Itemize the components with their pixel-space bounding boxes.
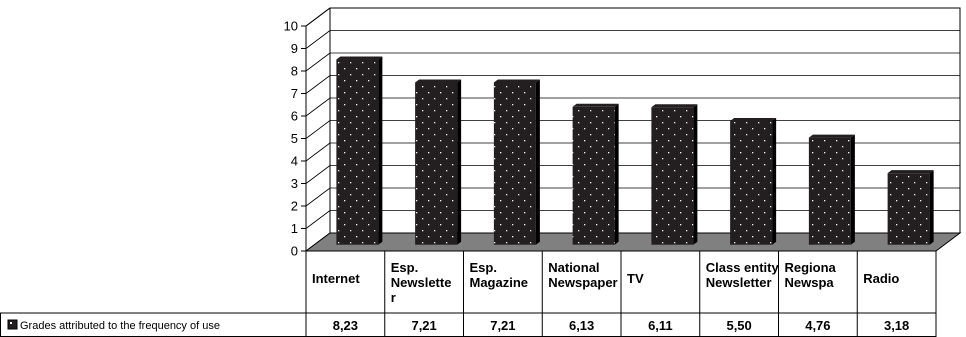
data-label: 7,21 bbox=[490, 318, 515, 333]
data-label: 5,50 bbox=[726, 318, 751, 333]
bar-side bbox=[850, 134, 855, 245]
side-gridline bbox=[305, 142, 331, 162]
legend-swatch bbox=[7, 319, 18, 330]
bar-top bbox=[651, 104, 698, 108]
y-tick-label: 2 bbox=[291, 199, 298, 214]
x-tick-label-line: r bbox=[391, 290, 396, 305]
bar-front bbox=[572, 106, 615, 245]
bar-front bbox=[415, 82, 458, 245]
x-tick-label: Class entity Newsletter bbox=[706, 260, 780, 290]
side-gridline bbox=[305, 97, 331, 117]
bar-top bbox=[730, 117, 777, 121]
bar-front bbox=[887, 173, 930, 245]
y-tick-label: 7 bbox=[291, 86, 298, 101]
bar bbox=[572, 103, 619, 245]
bar-top bbox=[887, 170, 934, 174]
bar-top bbox=[572, 103, 619, 107]
bar-side bbox=[614, 103, 619, 245]
x-tick-label-line: Newspa bbox=[785, 275, 835, 290]
bar bbox=[887, 170, 934, 245]
bar-top bbox=[808, 134, 855, 138]
x-tick-label-line: TV bbox=[627, 271, 644, 286]
data-label: 7,21 bbox=[411, 318, 436, 333]
bar-layer bbox=[336, 56, 934, 245]
x-tick-label: Esp. Magazine bbox=[470, 260, 529, 290]
x-tick-label: TV bbox=[627, 271, 644, 286]
data-label: 3,18 bbox=[884, 318, 909, 333]
data-label: 4,76 bbox=[805, 318, 830, 333]
legend-entry: Grades attributed to the frequency of us… bbox=[20, 320, 220, 332]
bar-side bbox=[929, 170, 934, 245]
bar-top bbox=[493, 79, 540, 83]
side-gridline bbox=[305, 52, 331, 72]
y-tick-label: 4 bbox=[291, 154, 298, 169]
x-tick-label: Radio bbox=[863, 271, 899, 286]
x-tick-label-line: Newslette bbox=[391, 275, 452, 290]
x-tick-label: National Newspaper bbox=[548, 260, 617, 290]
bar-side bbox=[772, 117, 777, 245]
side-gridline bbox=[305, 210, 331, 229]
x-tick-label-line: Regiona bbox=[785, 260, 837, 275]
y-tick-label: 1 bbox=[291, 221, 298, 236]
x-tick-label-line: Esp. bbox=[391, 260, 418, 275]
bar-top bbox=[336, 56, 383, 60]
side-gridline bbox=[305, 165, 331, 184]
x-tick-label-line: National bbox=[548, 260, 599, 275]
y-tick-label: 0 bbox=[291, 244, 298, 259]
x-tick-label-line: Class entity bbox=[706, 260, 780, 275]
bar-front bbox=[808, 137, 851, 245]
bar-top bbox=[415, 79, 462, 83]
bar bbox=[415, 79, 462, 245]
y-tick-label: 10 bbox=[284, 19, 298, 34]
x-tick-label-line: Radio bbox=[863, 271, 899, 286]
data-label: 8,23 bbox=[333, 318, 358, 333]
grid-layer bbox=[304, 7, 962, 252]
bar-side bbox=[457, 79, 462, 245]
side-wall-top-edge bbox=[305, 7, 331, 27]
bar bbox=[493, 79, 540, 245]
legend-swatch-dot bbox=[10, 322, 12, 324]
bar-front bbox=[493, 82, 536, 245]
bar bbox=[651, 104, 698, 245]
bar-side bbox=[378, 56, 383, 245]
x-tick-label-line: Esp. bbox=[470, 260, 497, 275]
side-gridline bbox=[305, 30, 331, 49]
bar bbox=[730, 117, 777, 245]
data-label: 6,13 bbox=[569, 318, 594, 333]
x-tick-label-line: Magazine bbox=[470, 275, 529, 290]
y-tick-label: 6 bbox=[291, 109, 298, 124]
x-tick-label: Internet bbox=[312, 271, 360, 286]
bar bbox=[808, 134, 855, 245]
bar-front bbox=[730, 120, 773, 245]
x-tick-label: Regiona Newspa bbox=[785, 260, 837, 290]
bar-side bbox=[535, 79, 540, 245]
bar-front bbox=[336, 59, 379, 245]
bar-side bbox=[693, 104, 698, 245]
bar bbox=[336, 56, 383, 245]
side-gridline bbox=[305, 75, 331, 94]
y-tick-label: 5 bbox=[291, 131, 298, 146]
chart-floor bbox=[304, 232, 962, 252]
x-tick-label-line: Newspaper bbox=[548, 275, 617, 290]
side-gridline bbox=[305, 187, 331, 207]
y-tick-label: 8 bbox=[291, 64, 298, 79]
side-gridline bbox=[305, 120, 331, 139]
data-label: 6,11 bbox=[648, 318, 673, 333]
bar-front bbox=[651, 107, 694, 245]
x-tick-label-line: Newsletter bbox=[706, 275, 772, 290]
y-tick-label: 3 bbox=[291, 176, 298, 191]
x-tick-label: Esp. Newslette r bbox=[391, 260, 452, 305]
axis-layer: 0 1 2 3 4 5 6 7 8 9 10 bbox=[284, 7, 331, 259]
y-tick-label: 9 bbox=[291, 41, 298, 56]
x-tick-label-line: Internet bbox=[312, 271, 360, 286]
